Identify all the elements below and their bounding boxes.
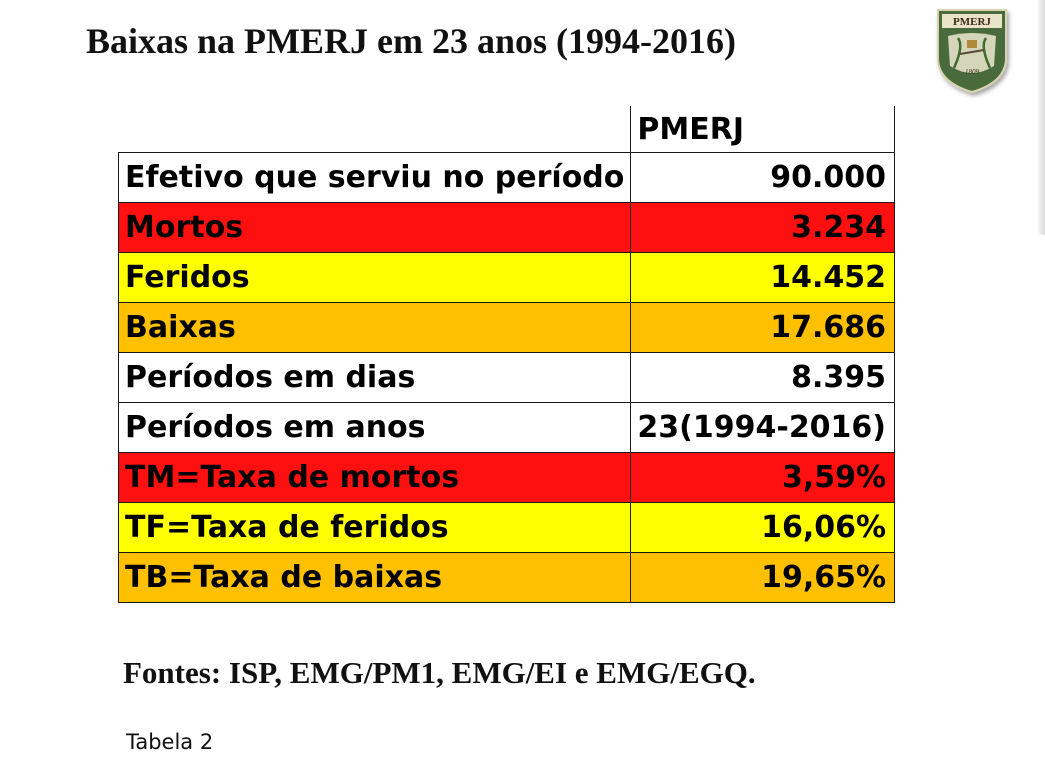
table-row: TM=Taxa de mortos 3,59% bbox=[117, 452, 896, 503]
row-label-cell: Períodos em anos bbox=[117, 402, 632, 453]
table-row: Mortos 3.234 bbox=[117, 202, 896, 253]
row-value-cell: 8.395 bbox=[630, 352, 896, 403]
table-row: Baixas 17.686 bbox=[117, 302, 896, 353]
row-label-cell: TM=Taxa de mortos bbox=[117, 452, 632, 503]
sources-note: Fontes: ISP, EMG/PM1, EMG/EI e EMG/EGQ. bbox=[123, 655, 756, 690]
row-label-cell: Efetivo que serviu no período bbox=[117, 152, 632, 203]
row-value-cell: 17.686 bbox=[630, 302, 896, 353]
row-value-cell: 90.000 bbox=[630, 152, 896, 203]
table-caption: Tabela 2 bbox=[126, 730, 214, 754]
table-header-row: PMERJ bbox=[118, 106, 896, 153]
logo-text: PMERJ bbox=[953, 16, 991, 28]
table-row: Períodos em anos 23(1994-2016) bbox=[117, 402, 896, 453]
header-pmerj-cell: PMERJ bbox=[630, 106, 896, 153]
row-value-cell: 3.234 bbox=[630, 202, 896, 253]
row-label-cell: TF=Taxa de feridos bbox=[117, 502, 632, 553]
window-edge bbox=[1038, 0, 1045, 235]
logo-year: 1809 bbox=[965, 68, 980, 76]
row-label-cell: Períodos em dias bbox=[117, 352, 632, 403]
row-label-cell: Mortos bbox=[117, 202, 632, 253]
pmerj-shield-icon: PMERJ 1809 bbox=[937, 9, 1007, 94]
row-label-cell: Feridos bbox=[117, 252, 632, 303]
row-label-cell: Baixas bbox=[117, 302, 632, 353]
casualties-table: PMERJ Efetivo que serviu no período 90.00… bbox=[117, 106, 896, 603]
row-value-cell: 3,59% bbox=[630, 452, 896, 503]
row-label-cell: TB=Taxa de baixas bbox=[117, 552, 632, 603]
page-title: Baixas na PMERJ em 23 anos (1994-2016) bbox=[86, 21, 736, 61]
row-value-cell: 19,65% bbox=[630, 552, 896, 603]
table-row: Efetivo que serviu no período 90.000 bbox=[117, 152, 896, 203]
row-value-cell: 23(1994-2016) bbox=[630, 402, 896, 453]
table-row: Períodos em dias 8.395 bbox=[117, 352, 896, 403]
table-row: TF=Taxa de feridos 16,06% bbox=[117, 502, 896, 553]
table-row: TB=Taxa de baixas 19,65% bbox=[117, 552, 896, 603]
row-value-cell: 14.452 bbox=[630, 252, 896, 303]
header-label-cell bbox=[118, 106, 632, 153]
row-value-cell: 16,06% bbox=[630, 502, 896, 553]
table-row: Feridos 14.452 bbox=[117, 252, 896, 303]
